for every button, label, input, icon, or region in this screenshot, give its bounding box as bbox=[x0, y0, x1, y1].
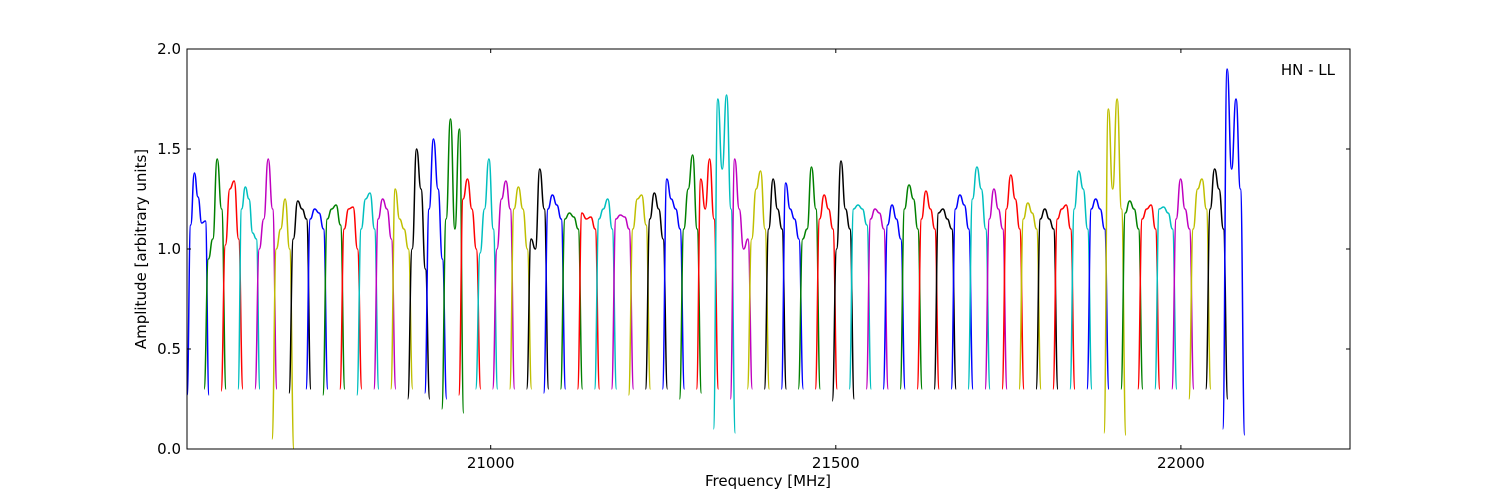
spectrum-series-line bbox=[814, 194, 839, 390]
spectrum-series-line bbox=[254, 158, 278, 390]
spectrum-series-line bbox=[610, 214, 635, 390]
spectrum-series-line bbox=[661, 178, 686, 390]
spectrum-series-line bbox=[865, 208, 890, 390]
spectrum-series-line bbox=[474, 158, 499, 390]
spectrum-series-line bbox=[780, 182, 805, 390]
spectrum-series-line bbox=[237, 186, 261, 390]
x-tick-label: 22000 bbox=[1157, 454, 1205, 472]
x-tick-label: 21000 bbox=[467, 454, 515, 472]
y-axis-label: Amplitude [arbitrary units] bbox=[132, 149, 150, 349]
plot-background bbox=[187, 49, 1350, 449]
spectrum-series-line bbox=[457, 178, 482, 396]
spectrum-series-line bbox=[322, 204, 346, 396]
spectrum-series-line bbox=[1103, 98, 1127, 436]
spectrum-series-line bbox=[627, 194, 652, 396]
spectrum-series-line bbox=[1171, 178, 1195, 390]
spectrum-series-line bbox=[389, 188, 414, 390]
x-axis-label: Frequency [MHz] bbox=[705, 472, 831, 490]
x-tick-label: 21500 bbox=[812, 454, 860, 472]
y-tick-label: 2.0 bbox=[157, 40, 181, 58]
spectrum-series-line bbox=[305, 208, 329, 390]
chart-annotation: HN - LL bbox=[1281, 61, 1336, 79]
spectrum-series-line bbox=[729, 158, 754, 400]
spectrum-series-line bbox=[848, 204, 873, 390]
y-tick-label: 0.0 bbox=[157, 440, 181, 458]
y-tick-label: 1.5 bbox=[157, 140, 181, 158]
series-layer bbox=[187, 68, 1246, 449]
y-tick-label: 0.5 bbox=[157, 340, 181, 358]
y-tick-label: 1.0 bbox=[157, 240, 181, 258]
ticks-layer: 21000 21500 22000 0.0 0.5 1.0 1.5 2.0 bbox=[157, 40, 1350, 472]
spectrum-series-line bbox=[746, 170, 771, 390]
spectrum-series-line bbox=[187, 172, 210, 396]
spectrum-series-line bbox=[203, 158, 227, 390]
spectrum-series-line bbox=[1221, 68, 1246, 436]
spectrum-series-line bbox=[440, 118, 465, 414]
